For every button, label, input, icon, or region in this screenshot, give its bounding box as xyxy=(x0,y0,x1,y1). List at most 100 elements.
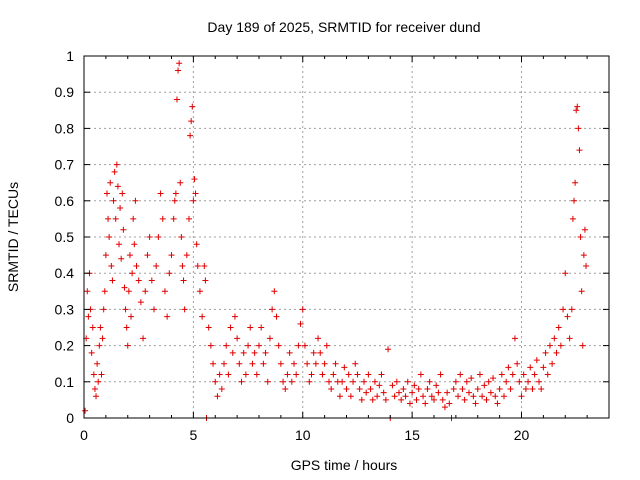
y-tick-label: 0.9 xyxy=(55,84,75,100)
data-point xyxy=(280,378,287,385)
data-point xyxy=(555,324,562,331)
data-point xyxy=(580,252,587,259)
data-point xyxy=(538,386,545,393)
data-point xyxy=(93,393,100,400)
data-point xyxy=(291,360,297,367)
data-point xyxy=(435,389,442,396)
data-point xyxy=(431,396,437,403)
data-point xyxy=(135,277,142,284)
data-point xyxy=(178,234,185,240)
data-point xyxy=(146,234,153,240)
data-point xyxy=(125,288,132,295)
data-point xyxy=(180,277,187,284)
data-point xyxy=(310,349,317,356)
data-point xyxy=(168,252,175,259)
data-point xyxy=(576,147,583,154)
data-point xyxy=(181,306,188,313)
data-point xyxy=(201,262,208,269)
data-point xyxy=(350,378,357,385)
data-point xyxy=(566,335,573,342)
data-point xyxy=(492,393,499,400)
data-point xyxy=(172,190,179,197)
data-point xyxy=(196,288,203,295)
data-point xyxy=(192,190,199,197)
data-point xyxy=(579,342,586,349)
data-point xyxy=(474,386,481,393)
data-point xyxy=(457,371,464,378)
data-point xyxy=(118,255,125,262)
data-point xyxy=(306,378,313,385)
data-point xyxy=(583,262,590,269)
data-point xyxy=(132,197,139,204)
data-point xyxy=(330,371,337,378)
data-point xyxy=(398,396,405,403)
data-point xyxy=(415,386,422,393)
data-point xyxy=(490,375,497,382)
data-point xyxy=(99,335,106,342)
data-point xyxy=(343,386,350,393)
data-point xyxy=(531,371,538,378)
data-point xyxy=(176,60,183,67)
data-point xyxy=(179,262,186,269)
data-point xyxy=(428,393,435,400)
data-point xyxy=(483,396,490,403)
x-tick-label: 5 xyxy=(189,427,197,443)
data-point xyxy=(225,371,232,378)
data-point xyxy=(557,342,564,349)
data-point xyxy=(468,375,475,382)
data-point xyxy=(417,371,424,378)
data-point xyxy=(126,252,133,259)
data-point xyxy=(223,342,230,349)
data-point xyxy=(121,284,128,291)
data-point xyxy=(345,371,352,378)
data-point xyxy=(461,396,468,403)
data-point xyxy=(470,393,477,400)
data-point xyxy=(328,386,335,393)
data-point xyxy=(400,386,407,393)
data-point xyxy=(249,360,256,367)
data-point xyxy=(433,382,440,389)
data-point xyxy=(229,349,236,356)
data-point xyxy=(133,262,140,269)
data-point xyxy=(247,324,254,331)
data-point xyxy=(189,103,196,110)
data-point xyxy=(487,389,494,396)
data-point xyxy=(321,360,328,367)
data-point xyxy=(245,342,252,349)
data-point xyxy=(542,349,549,356)
data-point xyxy=(437,371,444,378)
data-point xyxy=(284,371,291,378)
data-point xyxy=(218,386,225,393)
data-point xyxy=(529,386,536,393)
data-point xyxy=(216,371,223,378)
data-point xyxy=(544,371,551,378)
data-point xyxy=(271,288,278,295)
data-point xyxy=(251,349,258,356)
x-tick-label: 20 xyxy=(514,427,530,443)
data-point xyxy=(84,288,91,295)
data-point xyxy=(361,378,367,385)
data-point xyxy=(549,360,556,367)
y-tick-label: 0.2 xyxy=(55,338,75,354)
data-point xyxy=(122,306,129,313)
data-point xyxy=(424,386,431,393)
data-point xyxy=(413,396,420,403)
data-point xyxy=(187,132,194,139)
data-point xyxy=(363,389,370,396)
data-point xyxy=(564,313,571,320)
y-tick-label: 0.6 xyxy=(55,193,75,209)
data-point xyxy=(533,357,540,364)
data-point xyxy=(221,360,227,367)
data-point xyxy=(256,342,262,349)
data-point xyxy=(511,335,518,342)
x-tick-label: 15 xyxy=(404,427,420,443)
data-point xyxy=(140,335,147,342)
data-point xyxy=(97,324,104,331)
x-tick-label: 10 xyxy=(295,427,311,443)
data-point xyxy=(98,371,105,378)
data-point xyxy=(339,378,346,385)
data-point xyxy=(177,179,184,186)
data-point xyxy=(191,176,198,183)
data-point xyxy=(190,197,197,204)
data-point xyxy=(110,197,117,204)
